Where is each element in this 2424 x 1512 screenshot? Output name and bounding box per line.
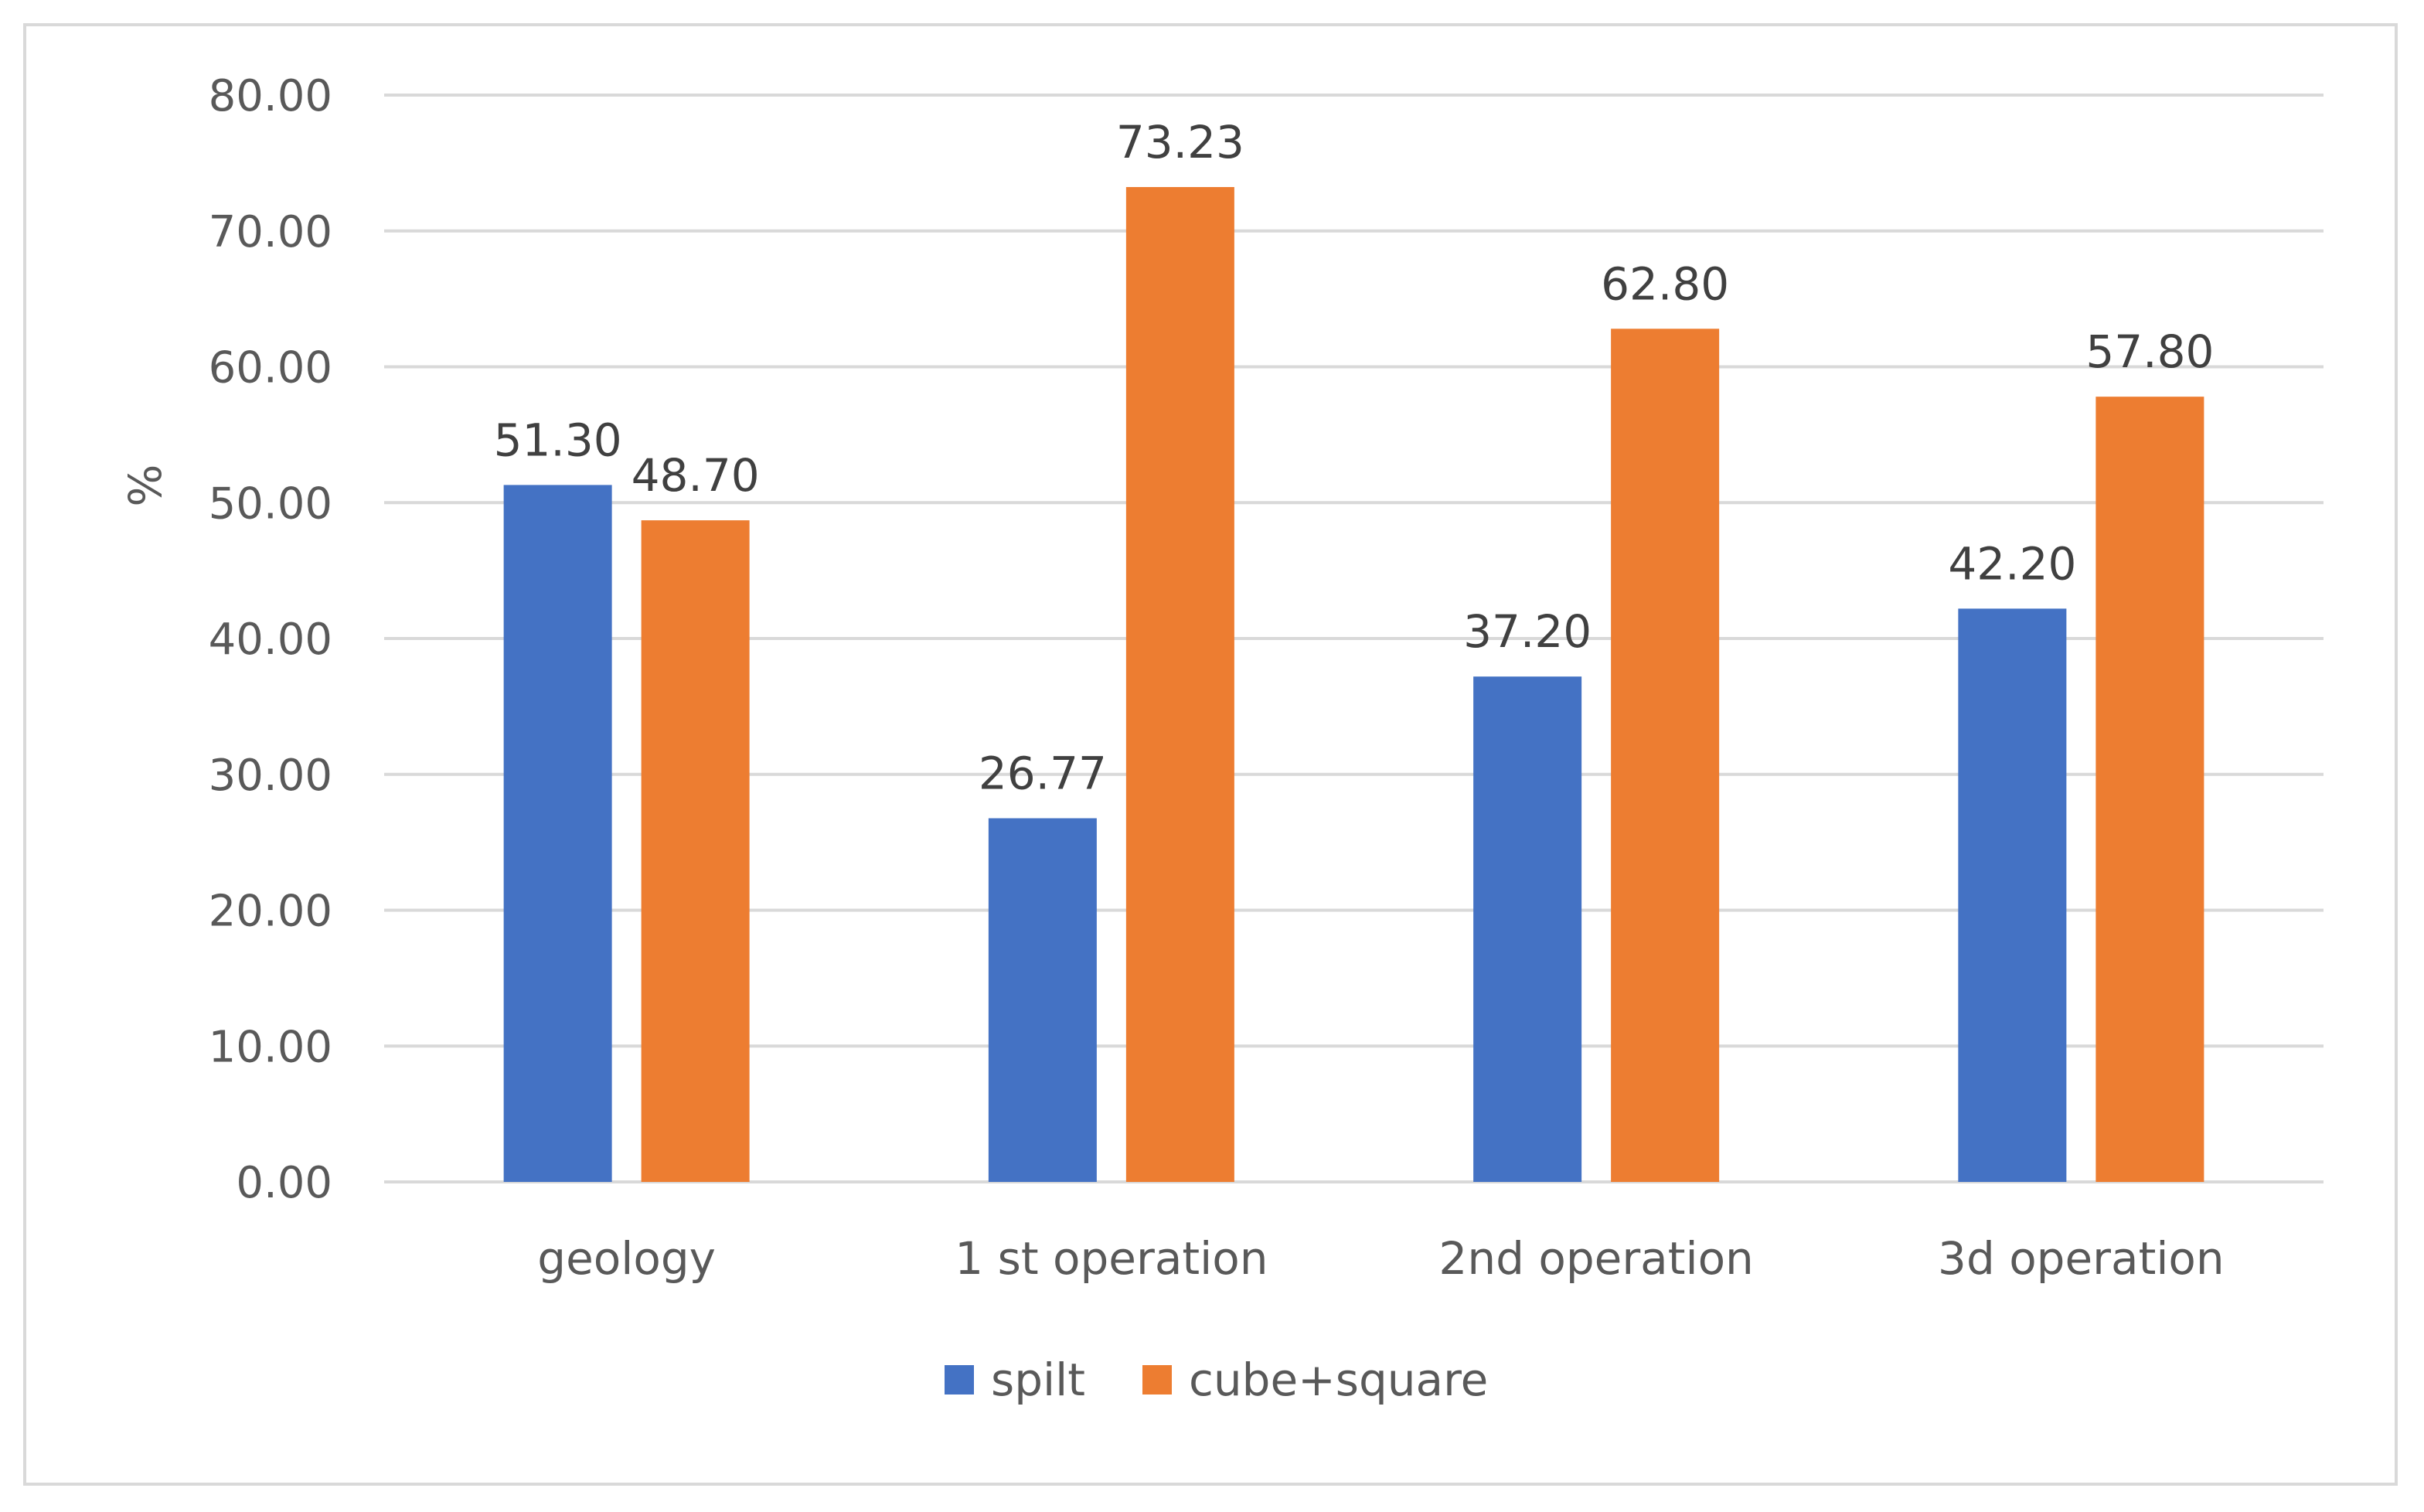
legend-label: spilt: [991, 1354, 1085, 1406]
data-label: 26.77: [979, 747, 1107, 800]
x-axis-categories: geology 1 st operation 2nd operation 3d ope…: [537, 1232, 2224, 1285]
bar-spilt: [1473, 676, 1582, 1182]
x-category-label: 1 st operation: [955, 1232, 1268, 1285]
bar-cube-square: [1611, 329, 1720, 1182]
bar-cube-square: [2095, 397, 2204, 1182]
legend-swatch: [1142, 1365, 1172, 1395]
x-category-label: 3d operation: [1938, 1232, 2225, 1285]
y-tick-label: 50.00: [209, 478, 332, 529]
data-label: 51.30: [494, 414, 622, 466]
legend: spilt cube+square: [945, 1354, 1488, 1406]
y-tick-label: 20.00: [209, 887, 332, 937]
bar-cube-square: [641, 520, 750, 1182]
y-tick-label: 40.00: [209, 615, 332, 665]
y-tick-label: 60.00: [209, 343, 332, 393]
data-label: 37.20: [1463, 605, 1592, 658]
bar-spilt: [503, 485, 612, 1182]
y-axis-title: %: [119, 464, 172, 506]
bar-spilt: [1958, 608, 2067, 1182]
x-category-label: 2nd operation: [1438, 1232, 1753, 1285]
y-tick-label: 30.00: [209, 751, 332, 801]
data-label: 73.23: [1116, 116, 1244, 169]
x-category-label: geology: [537, 1232, 716, 1285]
bar-cube-square: [1125, 186, 1234, 1182]
data-label: 42.20: [1948, 537, 2076, 590]
data-label: 57.80: [2085, 325, 2214, 378]
legend-label: cube+square: [1189, 1354, 1488, 1406]
y-tick-label: 80.00: [209, 71, 332, 121]
y-tick-label: 10.00: [209, 1022, 332, 1072]
y-tick-label: 70.00: [209, 207, 332, 257]
data-label: 48.70: [632, 449, 760, 502]
y-tick-label: 0.00: [236, 1158, 332, 1208]
bar-spilt: [988, 818, 1097, 1182]
y-axis-ticks: 0.00 10.00 20.00 30.00 40.00 50.00 60.00 70.00 8…: [209, 71, 332, 1208]
bars: [503, 186, 2204, 1182]
legend-swatch: [945, 1365, 974, 1395]
data-label: 62.80: [1601, 257, 1729, 310]
